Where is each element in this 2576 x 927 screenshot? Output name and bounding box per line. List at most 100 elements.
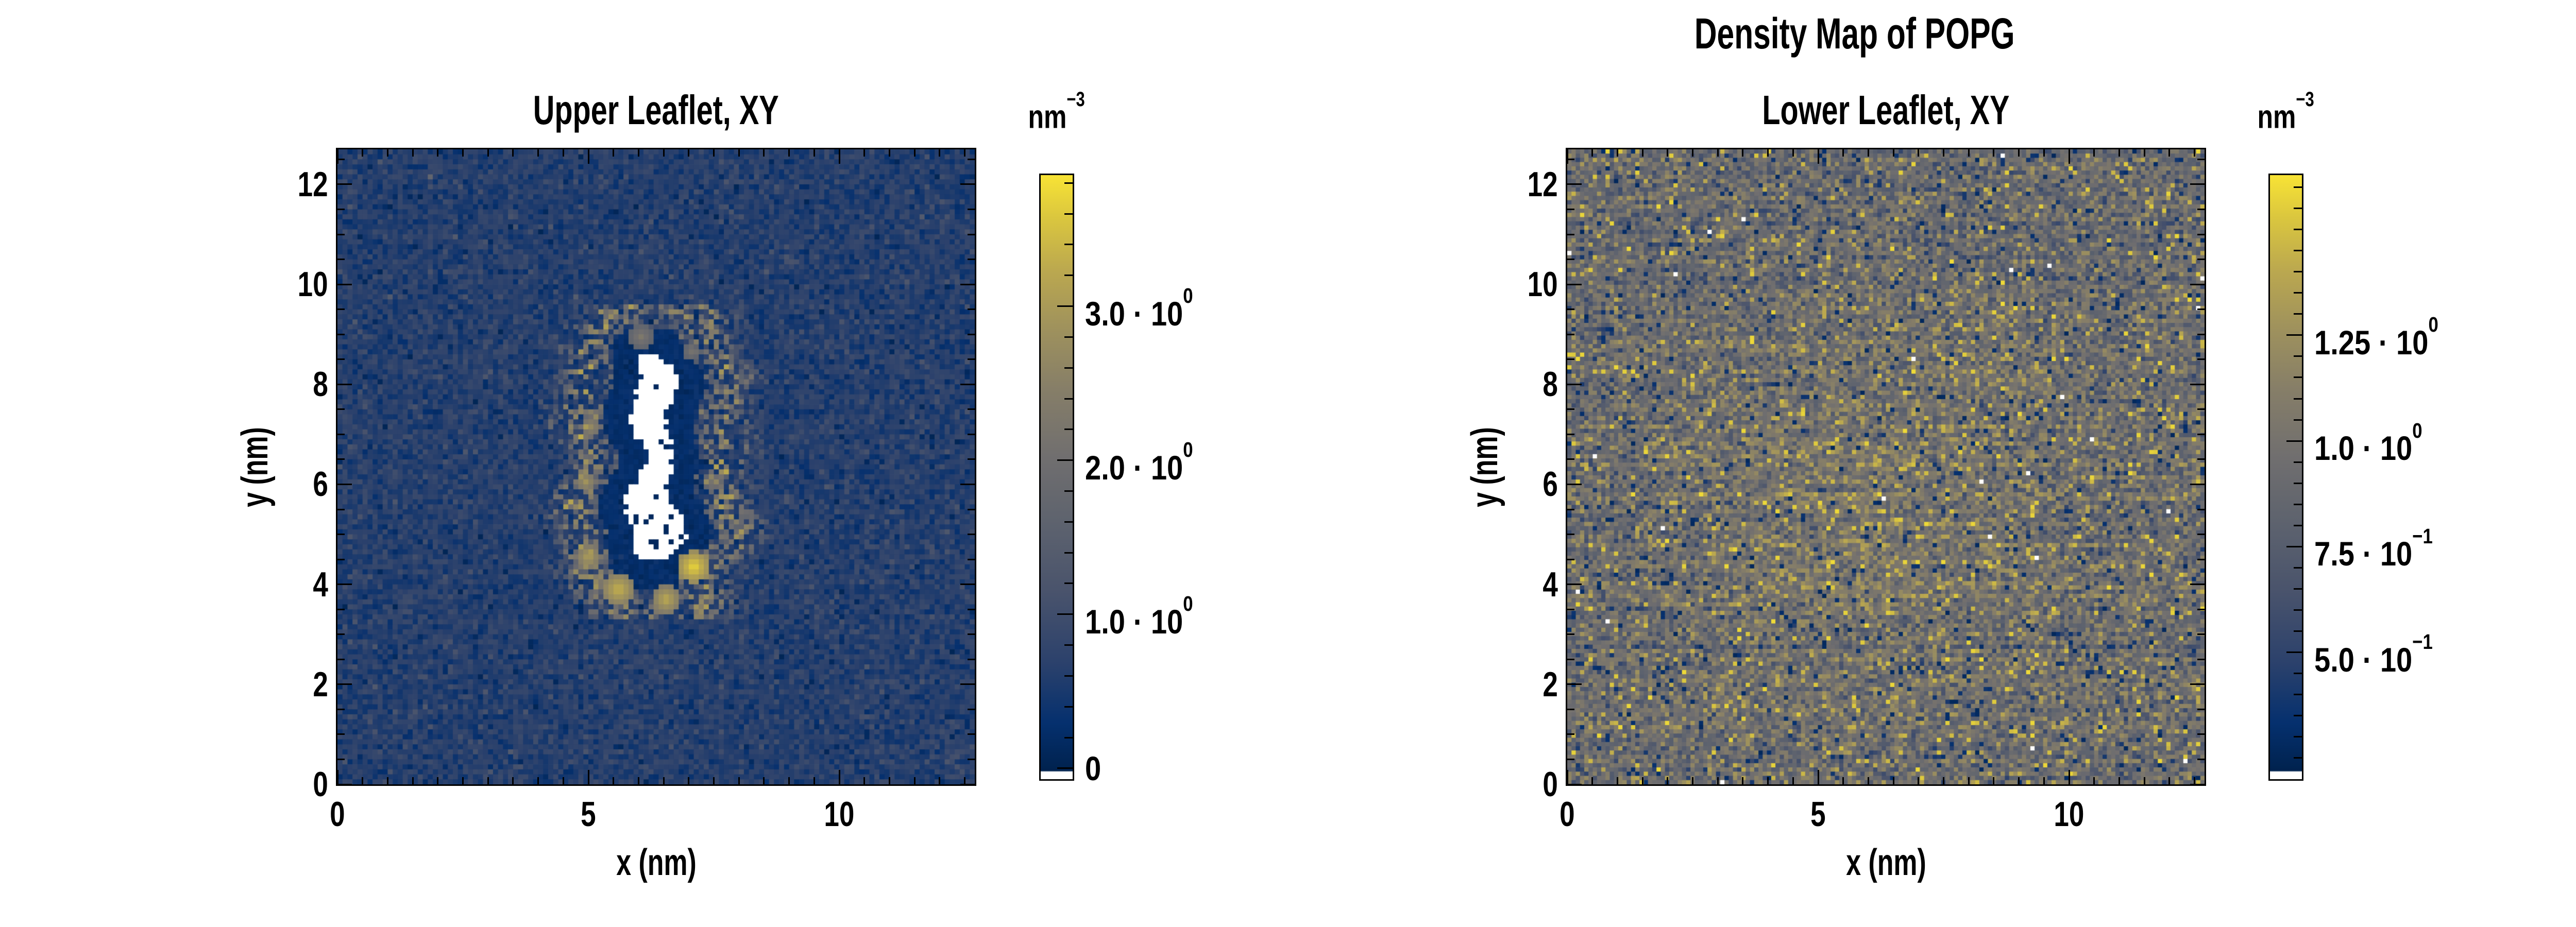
y-tickmark	[960, 383, 975, 385]
y-tickmark	[337, 683, 352, 685]
y-tickmark	[1567, 358, 1574, 360]
y-tickmark	[337, 383, 352, 385]
x-tickmark	[913, 777, 916, 784]
y-tickmark	[968, 558, 975, 560]
x-tickmark	[2168, 777, 2171, 784]
upper-leaflet-xaxis-label: x (nm)	[616, 842, 697, 883]
y-tickmark	[1567, 683, 1582, 685]
x-tickmark	[1767, 149, 1769, 157]
y-tickmark	[337, 583, 352, 586]
x-tickmark	[713, 777, 715, 784]
x-tickmark	[763, 149, 765, 157]
x-tickmark	[437, 777, 439, 784]
x-tickmark	[512, 149, 514, 157]
lower-leaflet-colorbar-unit: nm−3	[2257, 88, 2315, 135]
x-tickmark	[386, 777, 388, 784]
y-tickmark	[337, 183, 352, 185]
x-tickmark	[738, 777, 740, 784]
y-tickmark	[1567, 408, 1574, 410]
y-tickmark	[968, 608, 975, 610]
x-tickmark	[788, 777, 790, 784]
y-tickmark	[2197, 558, 2205, 560]
x-tickmark	[362, 777, 364, 784]
colorbar-minor-tickmark	[1064, 213, 1073, 215]
colorbar-minor-tickmark	[2294, 524, 2302, 526]
x-tickmark	[1767, 777, 1769, 784]
x-tickmark	[613, 777, 615, 784]
x-tickmark	[487, 777, 489, 784]
y-tick-label: 12	[298, 164, 328, 204]
y-tickmark	[2197, 508, 2205, 510]
colorbar-minor-tickmark	[2294, 355, 2302, 357]
x-tickmark	[1692, 777, 1693, 784]
y-tickmark	[337, 458, 345, 460]
y-tick-label: 2	[313, 664, 328, 704]
upper-leaflet-yaxis-label: y (nm)	[234, 426, 276, 507]
y-tickmark	[2190, 383, 2205, 385]
y-tickmark	[968, 233, 975, 235]
y-tickmark	[968, 433, 975, 435]
y-tickmark	[2197, 758, 2205, 760]
y-tickmark	[1567, 733, 1574, 735]
x-tickmark	[1591, 777, 1594, 784]
y-tickmark	[337, 708, 345, 710]
colorbar-major-tickmark	[1057, 305, 1073, 307]
y-tickmark	[2190, 683, 2205, 685]
colorbar-minor-tickmark	[2294, 736, 2302, 738]
x-tickmark	[1918, 777, 1920, 784]
colorbar-minor-tickmark	[2294, 715, 2302, 717]
y-tickmark	[960, 283, 975, 285]
colorbar-tick-label: 7.5 · 10−1	[2314, 524, 2433, 573]
y-tickmark	[968, 158, 975, 160]
x-tickmark	[663, 777, 665, 784]
y-tickmark	[2197, 308, 2205, 311]
y-tickmark	[968, 408, 975, 410]
x-tickmark	[2194, 149, 2196, 157]
y-tick-label: 8	[1543, 365, 1558, 404]
x-tickmark	[1993, 149, 1995, 157]
y-tickmark	[1567, 259, 1574, 261]
colorbar-tick-label: 1.25 · 100	[2314, 313, 2438, 362]
y-tickmark	[337, 433, 345, 435]
x-tickmark	[913, 149, 916, 157]
x-tickmark	[813, 149, 815, 157]
y-tick-label: 10	[1528, 265, 1558, 304]
colorbar-minor-tickmark	[1064, 428, 1073, 431]
y-tickmark	[1567, 583, 1582, 586]
upper-leaflet-colorbar	[1039, 174, 1074, 781]
colorbar-tick-label: 3.0 · 100	[1085, 284, 1193, 333]
colorbar-minor-tickmark	[2294, 461, 2302, 463]
x-tickmark	[386, 149, 388, 157]
y-tickmark	[1567, 158, 1574, 160]
y-tickmark	[1567, 233, 1574, 235]
x-tick-label: 0	[1560, 795, 1575, 834]
x-tickmark	[613, 149, 615, 157]
y-tickmark	[1567, 483, 1582, 485]
colorbar-minor-tickmark	[1064, 582, 1073, 585]
y-tickmark	[968, 658, 975, 660]
colorbar-minor-tickmark	[2294, 250, 2302, 252]
y-tickmark	[1567, 558, 1574, 560]
y-tickmark	[2197, 608, 2205, 610]
y-tick-label: 10	[298, 265, 328, 304]
lower-leaflet-xaxis-label: x (nm)	[1845, 842, 1926, 883]
colorbar-minor-tickmark	[2294, 186, 2302, 188]
colorbar-minor-tickmark	[2294, 208, 2302, 209]
y-tickmark	[1567, 608, 1574, 610]
colorbar-tick-label: 1.0 · 100	[1085, 592, 1193, 641]
colorbar-minor-tickmark	[1064, 274, 1073, 277]
colorbar-tick-label: 5.0 · 10−1	[2314, 630, 2433, 679]
x-tickmark	[838, 149, 840, 164]
x-tickmark	[964, 149, 966, 157]
colorbar-tick-label: 0	[1085, 749, 1101, 787]
y-tickmark	[2197, 433, 2205, 435]
x-tickmark	[1817, 149, 1819, 164]
y-tick-label: 4	[1543, 564, 1558, 604]
y-tickmark	[1567, 633, 1574, 636]
y-tickmark	[337, 633, 345, 636]
y-tickmark	[337, 608, 345, 610]
x-tickmark	[1742, 777, 1744, 784]
figure-title: Density Map of POPG	[1694, 9, 2015, 58]
x-tickmark	[637, 149, 639, 157]
